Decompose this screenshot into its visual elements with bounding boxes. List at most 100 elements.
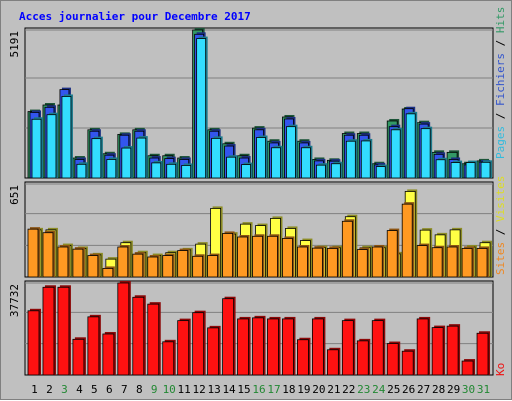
x-tick-label: 31 bbox=[477, 383, 490, 396]
bar-ko-day-27 bbox=[416, 316, 431, 376]
bar-sites-day-31 bbox=[476, 246, 490, 278]
bar-pages-day-31 bbox=[480, 160, 493, 179]
bar-pages-day-29 bbox=[450, 160, 463, 179]
bar-sites-day-25 bbox=[386, 228, 400, 278]
bar-ko-day-11 bbox=[177, 318, 191, 376]
bar-ko-day-24 bbox=[371, 318, 386, 376]
bar-ko-day-20 bbox=[311, 316, 326, 376]
bar-ko-day-25 bbox=[386, 341, 401, 376]
x-tick-label: 25 bbox=[387, 383, 400, 396]
chart-title: Acces journalier pour Decembre 2017 bbox=[19, 10, 251, 23]
x-tick-label: 7 bbox=[121, 383, 128, 396]
bar-ko-day-16 bbox=[252, 315, 266, 376]
bar-ko-day-18 bbox=[282, 316, 296, 376]
bar-sites-day-27 bbox=[416, 243, 430, 278]
x-tick-label: 5 bbox=[91, 383, 98, 396]
bar-sites-day-30 bbox=[461, 246, 475, 278]
bar-pages-day-14 bbox=[226, 155, 238, 179]
bar-sites-day-9 bbox=[147, 255, 160, 278]
bar-sites-day-29 bbox=[446, 245, 460, 278]
bar-sites-day-6 bbox=[102, 266, 115, 278]
bar-sites-day-2 bbox=[42, 230, 55, 278]
bar-pages-day-4 bbox=[76, 162, 88, 179]
bar-sites-day-1 bbox=[27, 227, 40, 278]
bar-sites-day-13 bbox=[207, 253, 220, 278]
bar-ko-day-10 bbox=[162, 339, 176, 376]
x-tick-label: 13 bbox=[207, 383, 220, 396]
bar-pages-day-30 bbox=[465, 160, 478, 179]
bar-ko-day-6 bbox=[102, 331, 116, 376]
bar-sites-day-7 bbox=[117, 245, 130, 278]
panel-ko: 37732 bbox=[8, 280, 494, 376]
bar-pages-day-11 bbox=[181, 163, 193, 179]
x-tick-label: 24 bbox=[372, 383, 386, 396]
bar-sites-day-10 bbox=[162, 253, 175, 278]
bar-ko-day-1 bbox=[27, 308, 41, 376]
bar-ko-day-8 bbox=[132, 295, 146, 376]
x-tick-label: 22 bbox=[342, 383, 355, 396]
bar-sites-day-15 bbox=[237, 235, 250, 278]
bar-pages-day-21 bbox=[330, 161, 343, 179]
bar-pages-day-13 bbox=[211, 136, 223, 179]
bar-ko-day-22 bbox=[341, 318, 356, 376]
x-tick-label: 3 bbox=[61, 383, 68, 396]
bar-pages-day-5 bbox=[91, 136, 103, 179]
bar-ko-day-31 bbox=[476, 331, 491, 376]
bar-pages-day-19 bbox=[301, 145, 313, 179]
panel-hits: 5191 bbox=[8, 27, 494, 179]
panel-visits-ymax-label: 651 bbox=[8, 185, 21, 205]
bar-pages-day-17 bbox=[271, 145, 283, 179]
x-tick-label: 6 bbox=[106, 383, 113, 396]
bar-sites-day-5 bbox=[87, 253, 100, 278]
bar-sites-day-23 bbox=[356, 247, 370, 278]
bar-pages-day-7 bbox=[121, 146, 133, 179]
bar-ko-day-4 bbox=[72, 337, 86, 376]
bar-pages-day-8 bbox=[136, 136, 148, 179]
bar-pages-day-10 bbox=[166, 162, 178, 179]
bar-sites-day-20 bbox=[311, 246, 325, 278]
x-tick-label: 12 bbox=[193, 383, 206, 396]
bar-pages-day-18 bbox=[286, 124, 298, 179]
bar-pages-day-24 bbox=[375, 164, 388, 179]
bar-sites-day-18 bbox=[282, 236, 295, 278]
bar-sites-day-14 bbox=[222, 231, 235, 278]
bar-sites-day-12 bbox=[192, 254, 205, 278]
x-tick-label: 9 bbox=[151, 383, 158, 396]
x-tick-label: 27 bbox=[417, 383, 430, 396]
legend-sites-visites: Sites / Visites bbox=[494, 176, 507, 275]
bar-pages-day-6 bbox=[106, 157, 118, 179]
bar-pages-day-27 bbox=[420, 126, 433, 179]
x-tick-label: 30 bbox=[462, 383, 475, 396]
bar-pages-day-25 bbox=[390, 127, 403, 179]
legend-pages-fichiers-hits: Pages / Fichiers / Hits bbox=[494, 7, 507, 159]
bar-ko-day-9 bbox=[147, 302, 161, 376]
bar-pages-day-20 bbox=[315, 163, 328, 179]
bar-sites-day-8 bbox=[132, 252, 145, 278]
panel-visits: 651 bbox=[8, 181, 494, 278]
bar-pages-day-16 bbox=[256, 135, 268, 179]
bar-pages-day-3 bbox=[61, 94, 73, 179]
x-tick-label: 1 bbox=[31, 383, 38, 396]
x-tick-label: 4 bbox=[76, 383, 83, 396]
bar-sites-day-4 bbox=[72, 247, 85, 278]
bar-ko-day-3 bbox=[57, 285, 71, 376]
x-tick-label: 20 bbox=[312, 383, 325, 396]
bar-pages-day-23 bbox=[360, 138, 373, 179]
bar-sites-day-22 bbox=[341, 219, 355, 278]
x-tick-label: 14 bbox=[222, 383, 236, 396]
x-tick-label: 16 bbox=[252, 383, 265, 396]
bar-ko-day-7 bbox=[117, 281, 131, 376]
bar-pages-day-9 bbox=[151, 160, 163, 179]
x-tick-label: 2 bbox=[46, 383, 53, 396]
x-tick-label: 28 bbox=[432, 383, 445, 396]
panel-hits-ymax-label: 5191 bbox=[8, 31, 21, 58]
bar-ko-day-13 bbox=[207, 325, 221, 376]
bar-pages-day-15 bbox=[241, 162, 253, 179]
legends: Pages / Fichiers / Hits Sites / Visites Ko bbox=[494, 7, 507, 376]
x-tick-label: 18 bbox=[282, 383, 295, 396]
bar-sites-day-28 bbox=[431, 245, 445, 278]
bar-ko-day-17 bbox=[267, 316, 281, 376]
bar-ko-day-14 bbox=[222, 296, 236, 376]
